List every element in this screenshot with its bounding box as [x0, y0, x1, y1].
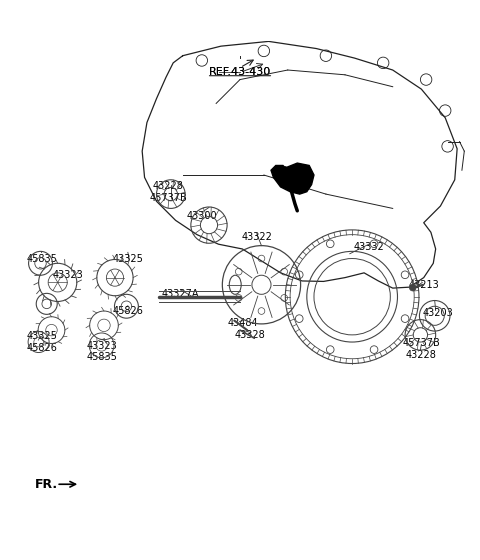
Polygon shape — [271, 163, 314, 194]
Text: 45835: 45835 — [26, 254, 58, 264]
Text: 43484: 43484 — [227, 318, 258, 328]
Circle shape — [409, 284, 416, 291]
Text: FR.: FR. — [35, 478, 58, 491]
Text: 43325
45826: 43325 45826 — [26, 331, 58, 353]
Text: 43322: 43322 — [241, 232, 272, 242]
Text: 43328: 43328 — [234, 330, 265, 340]
Text: 43323
45835: 43323 45835 — [86, 341, 117, 362]
Text: 43327A: 43327A — [162, 290, 199, 299]
Text: 45826: 45826 — [112, 306, 144, 316]
Text: 45737B
43228: 45737B 43228 — [402, 338, 440, 360]
Text: 43228
45737B: 43228 45737B — [150, 181, 187, 203]
Text: 43213: 43213 — [408, 280, 439, 290]
Text: REF.43-430: REF.43-430 — [209, 67, 271, 77]
Text: 43203: 43203 — [423, 309, 454, 319]
Text: 43323: 43323 — [53, 270, 84, 280]
Text: 43325: 43325 — [112, 254, 144, 264]
Text: 43300: 43300 — [187, 211, 217, 221]
Text: 43332: 43332 — [353, 241, 384, 251]
Text: REF.43-430: REF.43-430 — [209, 67, 271, 77]
